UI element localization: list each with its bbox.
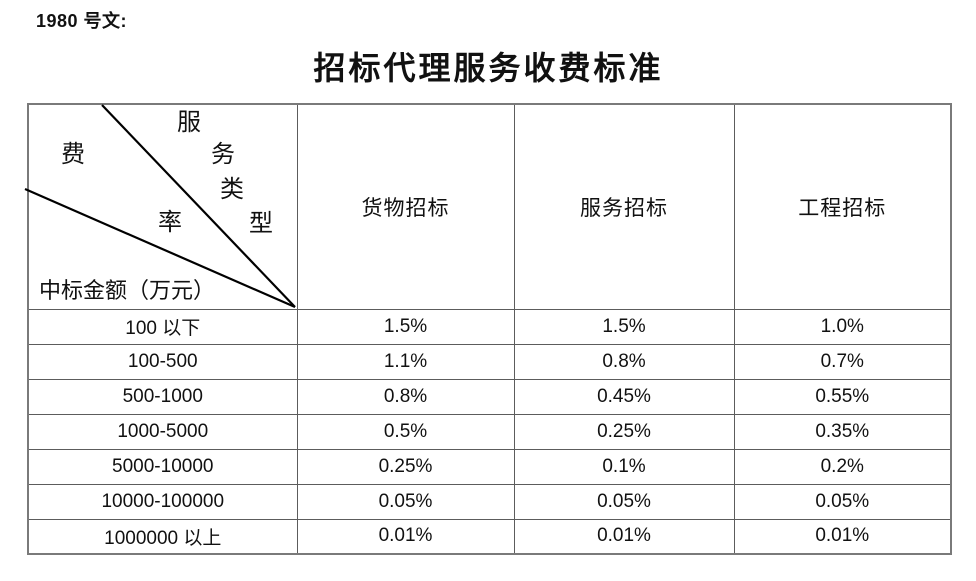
rate-cell: 1.5%: [513, 308, 735, 345]
rate-cell: 0.01%: [513, 518, 735, 555]
column-header-engineering: 工程招标: [733, 103, 952, 310]
rate-cell: 1.5%: [296, 308, 515, 345]
diagonal-corner-cell: 服 务 类 型 费 率 中标金额（万元）: [24, 103, 298, 310]
axis-label-service-type-char: 类: [220, 175, 244, 203]
document-reference: 1980 号文:: [36, 11, 128, 31]
table-header-row: 服 务 类 型 费 率 中标金额（万元） 货物招标 服务招标 工程招标: [24, 103, 952, 310]
rate-cell: 0.25%: [296, 448, 515, 485]
rate-cell: 0.01%: [733, 518, 952, 555]
table-row: 100 以下 1.5% 1.5% 1.0%: [27, 308, 952, 345]
amount-range-cell: 500-1000: [27, 378, 298, 415]
rate-cell: 0.45%: [513, 378, 735, 415]
diagonal-line-lower: [24, 187, 296, 309]
amount-range-cell: 1000-5000: [27, 413, 298, 450]
page-title: 招标代理服务收费标准: [313, 49, 664, 87]
column-header-goods: 货物招标: [296, 103, 515, 310]
amount-range-cell: 1000000 以上: [27, 518, 298, 555]
axis-label-fee-rate-char: 费: [61, 140, 85, 168]
amount-range-cell: 10000-100000: [27, 483, 298, 520]
table-row: 1000-5000 0.5% 0.25% 0.35%: [27, 413, 952, 450]
axis-label-service-type-char: 型: [249, 209, 273, 237]
amount-range-cell: 100 以下: [27, 308, 298, 345]
table-row: 10000-100000 0.05% 0.05% 0.05%: [27, 483, 952, 520]
diagonal-lines: [24, 104, 296, 309]
amount-range-cell: 100-500: [27, 343, 298, 380]
rate-cell: 0.05%: [513, 483, 735, 520]
rate-cell: 0.25%: [513, 413, 735, 450]
rate-cell: 0.01%: [296, 518, 515, 555]
rate-cell: 0.5%: [296, 413, 515, 450]
rate-cell: 0.05%: [296, 483, 515, 520]
rate-cell: 0.7%: [733, 343, 952, 380]
axis-label-service-type-char: 服: [177, 108, 201, 136]
rate-cell: 0.35%: [733, 413, 952, 450]
rate-cell: 1.1%: [296, 343, 515, 380]
axis-label-service-type-char: 务: [211, 140, 235, 168]
column-header-service: 服务招标: [513, 103, 735, 310]
rate-cell: 0.05%: [733, 483, 952, 520]
diagonal-line-upper: [101, 104, 296, 308]
table-row: 5000-10000 0.25% 0.1% 0.2%: [27, 448, 952, 485]
axis-label-fee-rate-char: 率: [158, 208, 182, 236]
rate-cell: 0.1%: [513, 448, 735, 485]
axis-label-bid-amount: 中标金额（万元）: [39, 278, 216, 304]
fee-standard-table: 服 务 类 型 费 率 中标金额（万元） 货物招标 服务招标 工程招标 100 …: [24, 103, 952, 555]
diagonal-corner-content: 服 务 类 型 费 率 中标金额（万元）: [24, 104, 297, 309]
rate-cell: 0.8%: [296, 378, 515, 415]
table-row: 1000000 以上 0.01% 0.01% 0.01%: [27, 518, 952, 555]
rate-cell: 0.8%: [513, 343, 735, 380]
rate-cell: 0.55%: [733, 378, 952, 415]
table-row: 500-1000 0.8% 0.45% 0.55%: [27, 378, 952, 415]
table-row: 100-500 1.1% 0.8% 0.7%: [27, 343, 952, 380]
rate-cell: 0.2%: [733, 448, 952, 485]
rate-cell: 1.0%: [733, 308, 952, 345]
amount-range-cell: 5000-10000: [27, 448, 298, 485]
